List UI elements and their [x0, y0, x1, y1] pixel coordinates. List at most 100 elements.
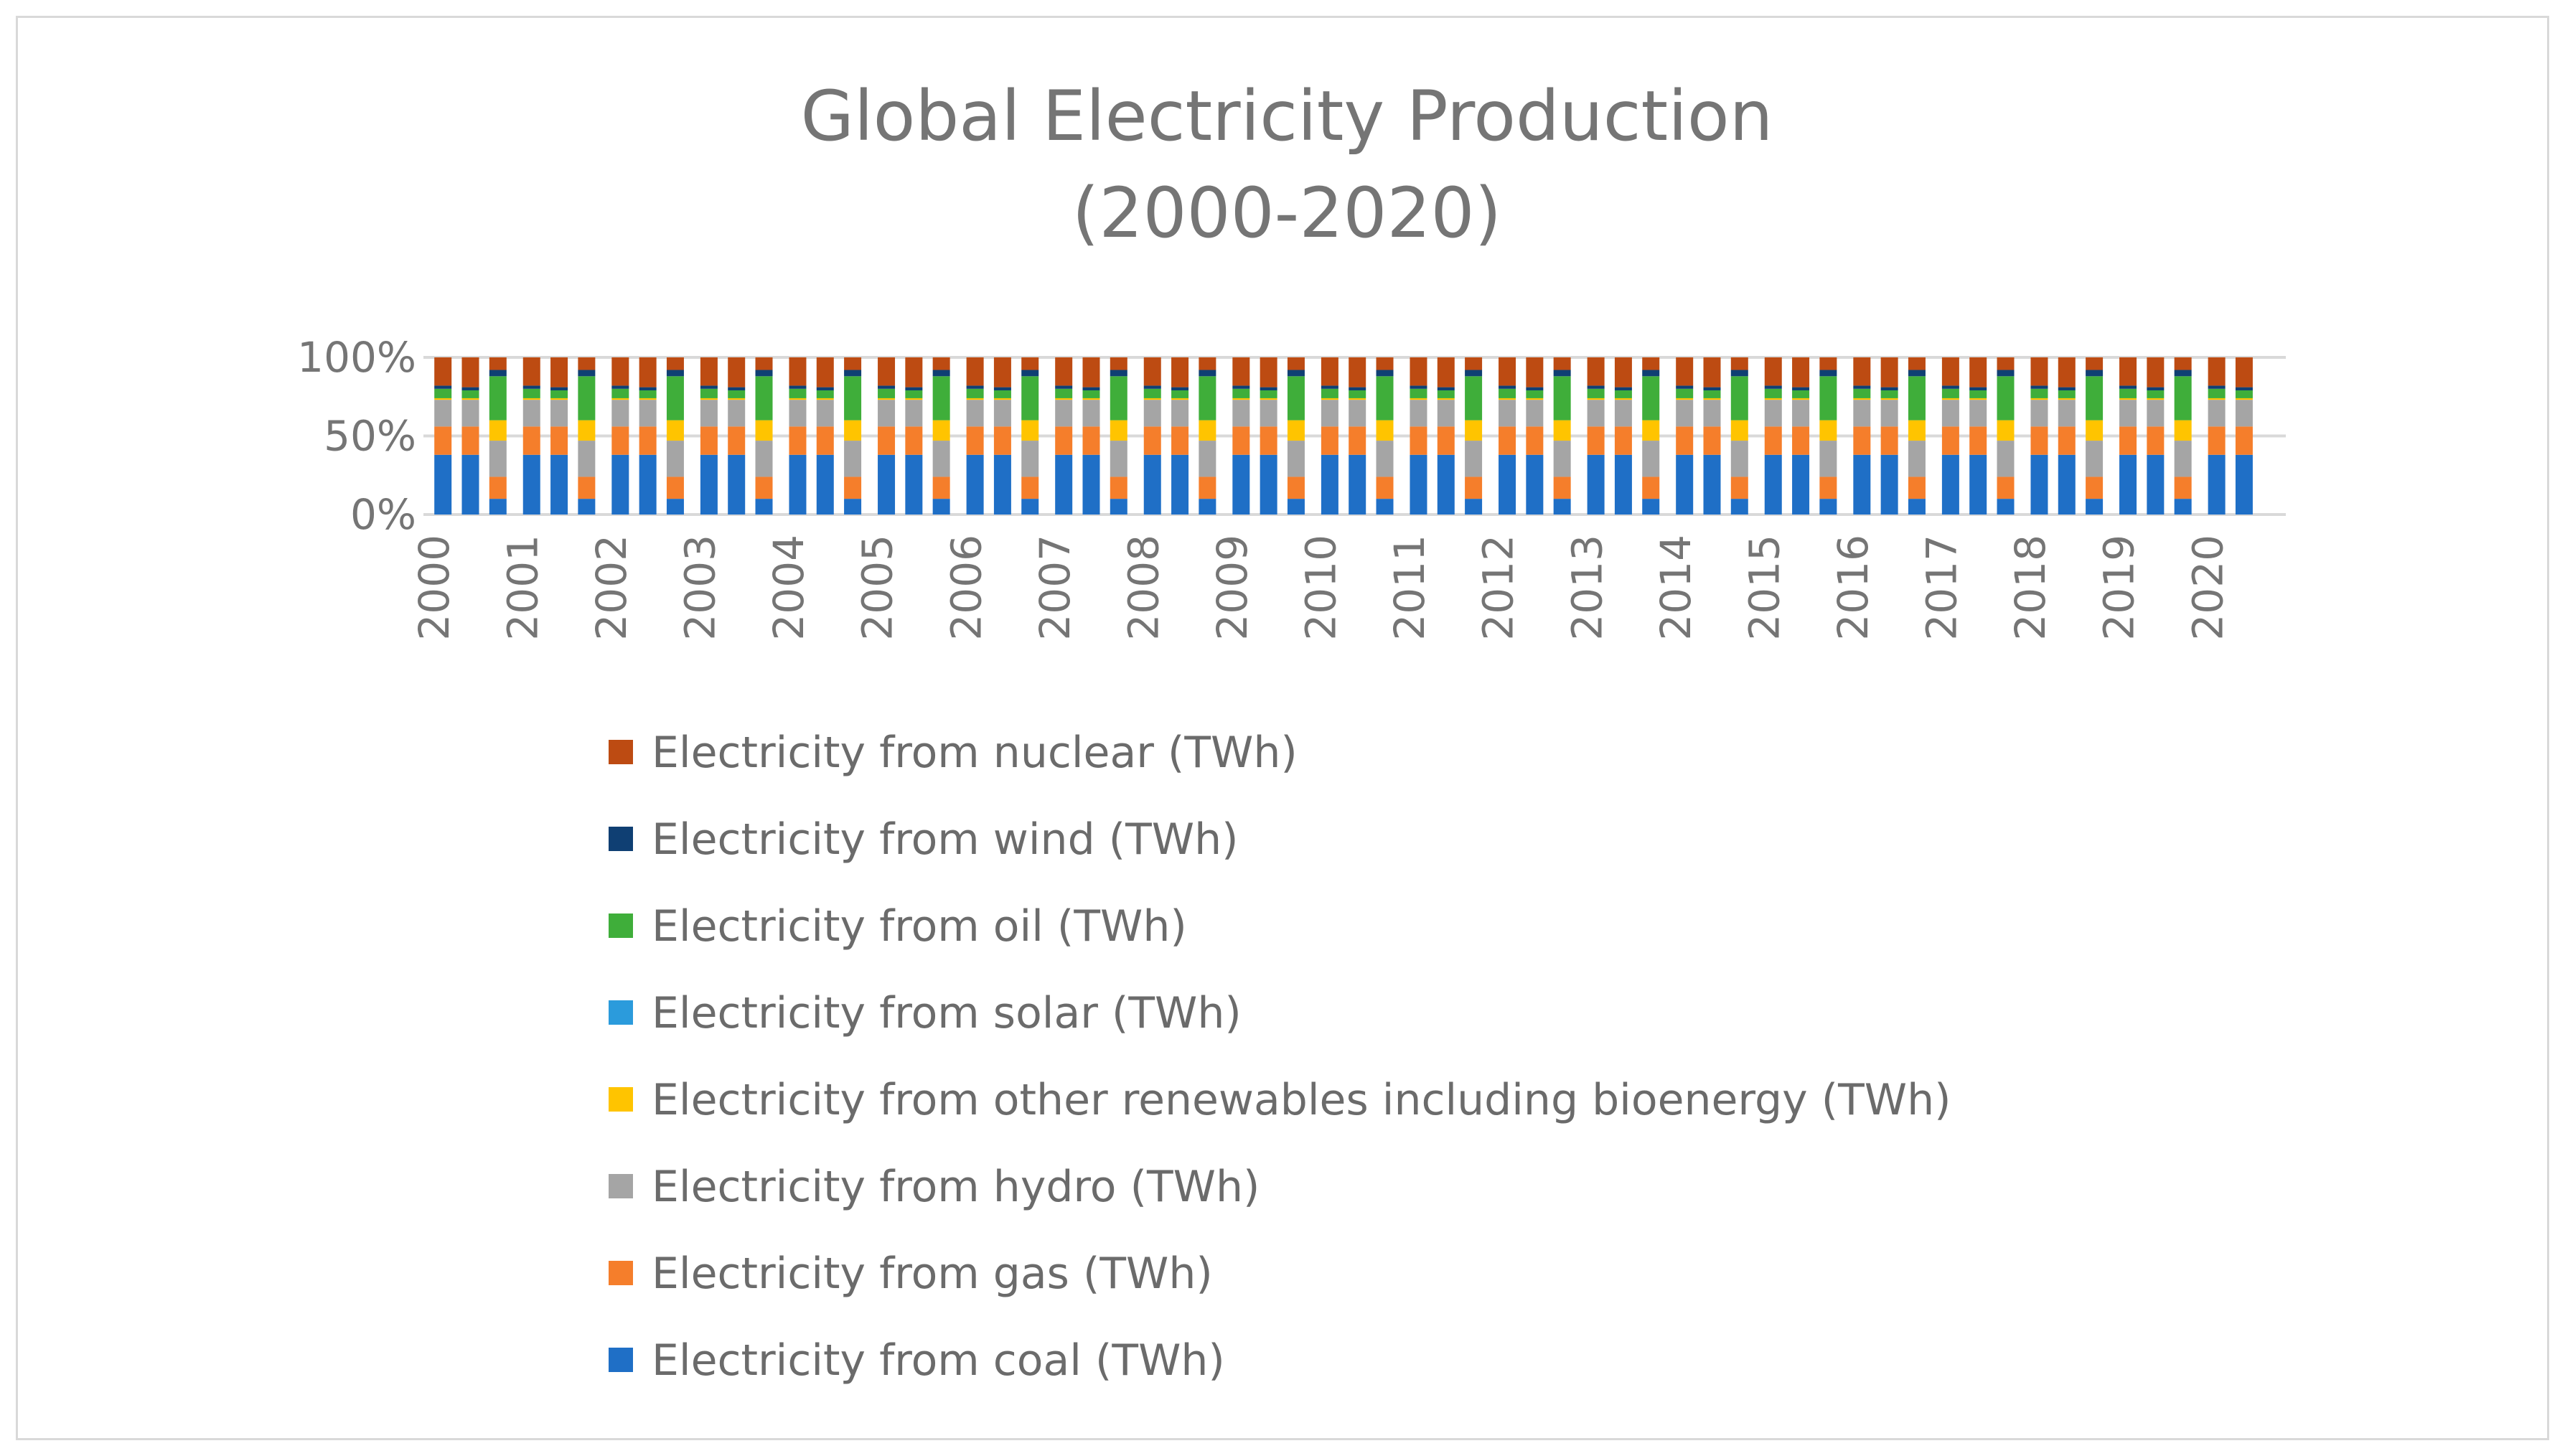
bar-segment-hydro	[1260, 400, 1277, 427]
bar-stack	[1437, 357, 1455, 515]
bar-segment-gas	[700, 426, 718, 455]
bar-segment-coal	[844, 499, 862, 515]
bar-segment-wind	[2174, 370, 2192, 377]
bar-segment-gas	[1110, 476, 1127, 499]
bar-stack	[755, 357, 773, 515]
bar-segment-oil	[1819, 376, 1837, 421]
bar-segment-nuclear	[844, 357, 862, 370]
bar-segment-oil	[1526, 390, 1544, 398]
bar-segment-oil	[1199, 376, 1216, 421]
bar-segment-nuclear	[1703, 357, 1721, 388]
legend-label: Electricity from other renewables includ…	[652, 1075, 1951, 1125]
bar-segment-gas	[1764, 426, 1782, 455]
bar-segment-oil	[2030, 388, 2048, 398]
bar-segment-hydro	[2147, 400, 2165, 427]
bar-segment-other-renewables	[1642, 420, 1660, 441]
bar-segment-nuclear	[878, 357, 896, 386]
bar-segment-hydro	[966, 400, 984, 427]
y-axis: 0% 50% 100%	[297, 333, 416, 539]
bar-segment-coal	[1437, 454, 1455, 515]
x-tick-label: 2004	[764, 535, 813, 641]
bar-segment-oil	[1260, 390, 1277, 398]
bar-segment-nuclear	[966, 357, 984, 386]
bar-segment-hydro	[611, 400, 629, 427]
bar-segment-other-renewables	[1260, 398, 1277, 400]
bar-segment-wind	[789, 385, 807, 389]
bar-segment-gas	[878, 426, 896, 455]
bar-segment-other-renewables	[461, 398, 479, 400]
bar-segment-hydro	[700, 400, 718, 427]
bar-segment-nuclear	[1969, 357, 1987, 388]
x-tick-label: 2019	[2095, 535, 2144, 641]
legend-swatch	[609, 1087, 633, 1112]
legend-item-oil: Electricity from oil (TWh)	[609, 901, 1187, 952]
bar-segment-hydro	[489, 441, 507, 477]
bar-segment-nuclear	[1730, 357, 1748, 370]
bar-segment-oil	[1171, 390, 1189, 398]
bar-segment-other-renewables	[1376, 420, 1394, 441]
bar-segment-other-renewables	[666, 420, 684, 441]
bar-segment-wind	[966, 385, 984, 389]
legend-item-nuclear: Electricity from nuclear (TWh)	[609, 728, 1298, 778]
bar-segment-gas	[1437, 426, 1455, 455]
bar-segment-other-renewables	[2208, 398, 2226, 400]
bar-segment-hydro	[1349, 400, 1366, 427]
bar-segment-coal	[1110, 499, 1127, 515]
bar-stack	[1499, 357, 1516, 515]
bar-segment-oil	[1321, 388, 1338, 398]
legend-label: Electricity from gas (TWh)	[652, 1249, 1213, 1299]
bar-segment-nuclear	[700, 357, 718, 386]
bar-segment-other-renewables	[728, 398, 746, 400]
bar-segment-other-renewables	[2174, 420, 2192, 441]
bar-segment-gas	[1587, 426, 1605, 455]
bar-stack	[1321, 357, 1338, 515]
bar-segment-oil	[611, 388, 629, 398]
bar-segment-wind	[1587, 385, 1605, 389]
bar-segment-oil	[1437, 390, 1455, 398]
legend-item-coal: Electricity from coal (TWh)	[609, 1335, 1225, 1386]
bar-stack	[1587, 357, 1605, 515]
bar-stack	[1642, 357, 1660, 515]
bar-segment-gas	[1526, 426, 1544, 455]
bar-segment-hydro	[522, 400, 540, 427]
bar-segment-oil	[755, 376, 773, 421]
bar-segment-hydro	[1110, 441, 1127, 477]
bar-segment-other-renewables	[1853, 398, 1871, 400]
bar-segment-other-renewables	[789, 398, 807, 400]
bar-segment-other-renewables	[2086, 420, 2104, 441]
x-tick-label: 2018	[2006, 535, 2055, 641]
bar-segment-other-renewables	[1021, 420, 1039, 441]
bar-segment-coal	[1021, 499, 1039, 515]
legend-swatch	[609, 1348, 633, 1372]
bar-segment-coal	[461, 454, 479, 515]
bar-segment-other-renewables	[1969, 398, 1987, 400]
bar-segment-nuclear	[1908, 357, 1926, 370]
bar-segment-wind	[611, 385, 629, 389]
bar-segment-nuclear	[1437, 357, 1455, 388]
x-tick-label: 2011	[1385, 535, 1434, 641]
bar-segment-nuclear	[666, 357, 684, 370]
bar-stack	[2086, 357, 2104, 515]
bar-segment-oil	[728, 390, 746, 398]
bar-segment-oil	[1232, 388, 1250, 398]
x-tick-label: 2020	[2183, 535, 2232, 641]
bar-segment-hydro	[1853, 400, 1871, 427]
bar-segment-other-renewables	[1437, 398, 1455, 400]
bar-stack	[2030, 357, 2048, 515]
bar-segment-hydro	[789, 400, 807, 427]
bar-segment-wind	[993, 387, 1011, 390]
bar-segment-other-renewables	[2119, 398, 2137, 400]
bar-segment-nuclear	[1143, 357, 1161, 386]
x-tick-label: 2001	[498, 535, 547, 641]
bar-segment-hydro	[1880, 400, 1898, 427]
bar-segment-oil	[639, 390, 657, 398]
bar-segment-gas	[1908, 476, 1926, 499]
bar-segment-nuclear	[1321, 357, 1338, 386]
bar-segment-hydro	[1199, 441, 1216, 477]
bar-segment-wind	[1969, 387, 1987, 390]
bar-stack	[966, 357, 984, 515]
bar-segment-hydro	[1676, 400, 1694, 427]
bar-segment-coal	[2147, 454, 2165, 515]
bar-segment-nuclear	[1021, 357, 1039, 370]
bar-stack	[905, 357, 923, 515]
